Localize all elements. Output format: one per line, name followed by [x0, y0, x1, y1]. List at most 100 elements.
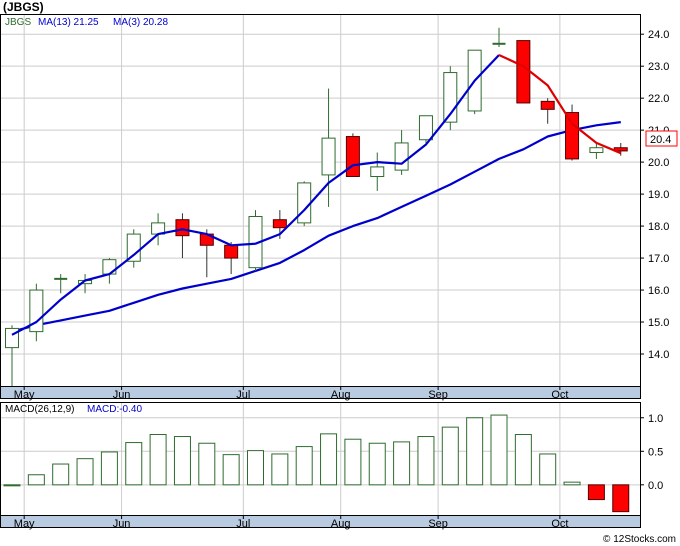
- last-price-value: 20.4: [650, 134, 671, 146]
- candle-body: [345, 136, 360, 178]
- candle-body: [589, 147, 604, 154]
- macd-bar: [27, 474, 45, 486]
- price-tick-label: 22.0: [648, 93, 669, 105]
- ma3-line-falling: [498, 54, 622, 155]
- ma3-line-rising: [11, 54, 500, 336]
- macd-bar: [295, 446, 313, 486]
- candle: [175, 213, 190, 259]
- macd-month-band: [0, 515, 641, 528]
- candle: [540, 98, 555, 124]
- macd-bar: [344, 438, 362, 486]
- candle-body: [175, 219, 190, 237]
- candle-body: [126, 233, 141, 262]
- macd-bar: [563, 481, 581, 486]
- candle: [54, 274, 68, 294]
- month-label: Aug: [331, 389, 351, 401]
- chart-title: (JBGS): [3, 0, 44, 14]
- macd-bar: [466, 417, 484, 486]
- candle: [589, 142, 604, 159]
- ma13-line: [11, 121, 621, 333]
- macd-bar: [539, 453, 557, 486]
- macd-bar: [320, 433, 338, 486]
- macd-bar: [587, 484, 605, 501]
- macd-axis-labels: 0.0 0.5 1.0: [640, 413, 663, 492]
- candle: [345, 133, 360, 178]
- macd-bar: [52, 463, 70, 486]
- macd-bar: [393, 441, 411, 486]
- month-label: May: [14, 518, 35, 530]
- candle-body: [272, 219, 287, 229]
- price-tick-label: 20.0: [648, 157, 669, 169]
- legend-ma13: MA(13) 21.25: [38, 17, 99, 28]
- candle: [29, 283, 44, 342]
- month-label: Jul: [236, 389, 250, 401]
- price-month-labels: May Jun Jul Aug Sep Oct: [14, 386, 568, 401]
- macd-bar: [612, 484, 630, 513]
- macd-bar: [441, 426, 459, 486]
- price-tick-label: 23.0: [648, 61, 669, 73]
- price-month-band: [0, 386, 641, 399]
- month-label: May: [14, 389, 35, 401]
- price-tick-label: 14.0: [648, 349, 669, 361]
- candle: [224, 242, 239, 275]
- macd-bar: [417, 436, 435, 486]
- price-tick-label: 19.0: [648, 189, 669, 201]
- candle: [516, 40, 531, 104]
- price-panel: [0, 14, 641, 387]
- candles: [5, 27, 628, 390]
- candle-body: [540, 100, 555, 110]
- macd-bar: [368, 442, 386, 486]
- macd-bar: [125, 442, 143, 486]
- candle: [321, 88, 336, 207]
- month-label: Sep: [428, 389, 448, 401]
- month-label: Jul: [236, 518, 250, 530]
- macd-tick-label: 0.5: [648, 446, 663, 458]
- candle-body: [29, 289, 44, 333]
- price-tick-label: 18.0: [648, 221, 669, 233]
- candle: [565, 104, 580, 161]
- macd-tick-label: 1.0: [648, 413, 663, 425]
- price-axis-labels: 14.015.016.017.018.019.020.021.022.023.0…: [640, 29, 669, 361]
- candle: [370, 152, 385, 191]
- month-label: Jun: [113, 518, 131, 530]
- macd-bar: [271, 453, 289, 486]
- credit-text: © 12Stocks.com: [603, 534, 676, 545]
- last-price-tag: 20.4: [645, 130, 678, 147]
- candle-body: [321, 137, 336, 176]
- candle-body: [565, 112, 580, 160]
- macd-bars: [3, 414, 630, 513]
- macd-legend-value: MACD:-0.40: [87, 404, 142, 415]
- month-label: Sep: [428, 518, 448, 530]
- candle-body: [394, 142, 409, 171]
- macd-month-labels: May Jun Jul Aug Sep Oct: [14, 515, 568, 530]
- month-label: Oct: [551, 518, 568, 530]
- candle: [248, 210, 263, 271]
- candle-body: [297, 182, 312, 224]
- month-label: Aug: [331, 518, 351, 530]
- legend-symbol: JBGS: [5, 17, 31, 28]
- macd-bar: [3, 484, 21, 487]
- macd-legend-name: MACD(26,12,9): [5, 404, 74, 415]
- macd-bar: [198, 442, 216, 486]
- macd-bar: [514, 434, 532, 486]
- price-grid: [1, 15, 640, 386]
- price-tick-label: 17.0: [648, 253, 669, 265]
- macd-bar: [100, 451, 118, 486]
- month-label: Jun: [113, 389, 131, 401]
- macd-tick-label: 0.0: [648, 480, 663, 492]
- ma3-layer: [11, 54, 622, 336]
- price-tick-label: 16.0: [648, 285, 669, 297]
- macd-bar: [222, 454, 240, 486]
- price-tick-label: 24.0: [648, 29, 669, 41]
- macd-bar: [490, 414, 508, 486]
- candle-body: [418, 115, 433, 141]
- legend-ma3: MA(3) 20.28: [113, 17, 168, 28]
- candle: [418, 115, 433, 143]
- candle: [126, 229, 141, 268]
- candle-body: [370, 166, 385, 178]
- candle: [492, 27, 506, 47]
- macd-bar: [247, 450, 264, 486]
- candle-body: [516, 40, 531, 104]
- ma13-layer: [11, 121, 621, 333]
